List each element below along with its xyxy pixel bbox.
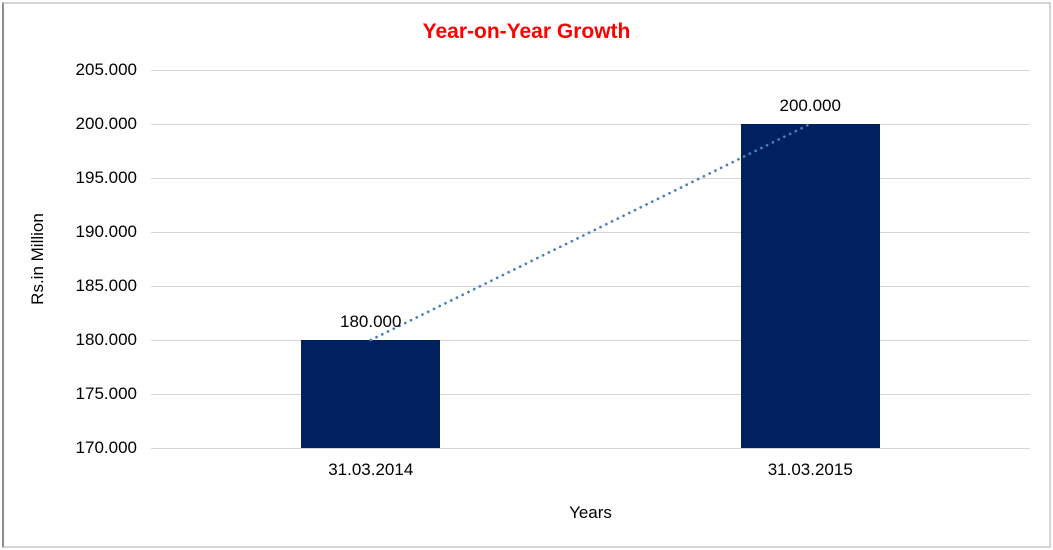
- trendline: [369, 122, 812, 342]
- x-category-label: 31.03.2015: [767, 460, 853, 479]
- plot-area: 180.000 200.000: [151, 70, 1030, 449]
- gridline: [151, 178, 1030, 179]
- gridline: [151, 232, 1030, 233]
- y-tick-label: 195.000: [75, 168, 137, 187]
- bar-31.03.2014: [301, 340, 441, 448]
- y-tick-label: 200.000: [75, 114, 137, 133]
- gridline: [151, 70, 1030, 71]
- y-tick-label: 190.000: [75, 222, 137, 241]
- y-tick-label: 185.000: [75, 276, 137, 295]
- data-label: 180.000: [340, 312, 402, 331]
- bar-31.03.2015: [740, 124, 880, 448]
- data-label: 200.000: [779, 96, 841, 115]
- y-tick-label: 180.000: [75, 330, 137, 349]
- x-category-label: 31.03.2014: [328, 460, 414, 479]
- y-tick-label: 205.000: [75, 60, 137, 79]
- y-tick-label: 170.000: [75, 438, 137, 457]
- gridline: [151, 286, 1030, 287]
- gridline: [151, 124, 1030, 125]
- gridline: [151, 448, 1030, 449]
- x-axis-title: Years: [569, 503, 612, 522]
- chart-title: Year-on-Year Growth: [422, 20, 631, 43]
- gridline: [151, 394, 1030, 395]
- y-tick-label: 175.000: [75, 384, 137, 403]
- gridline: [151, 340, 1030, 341]
